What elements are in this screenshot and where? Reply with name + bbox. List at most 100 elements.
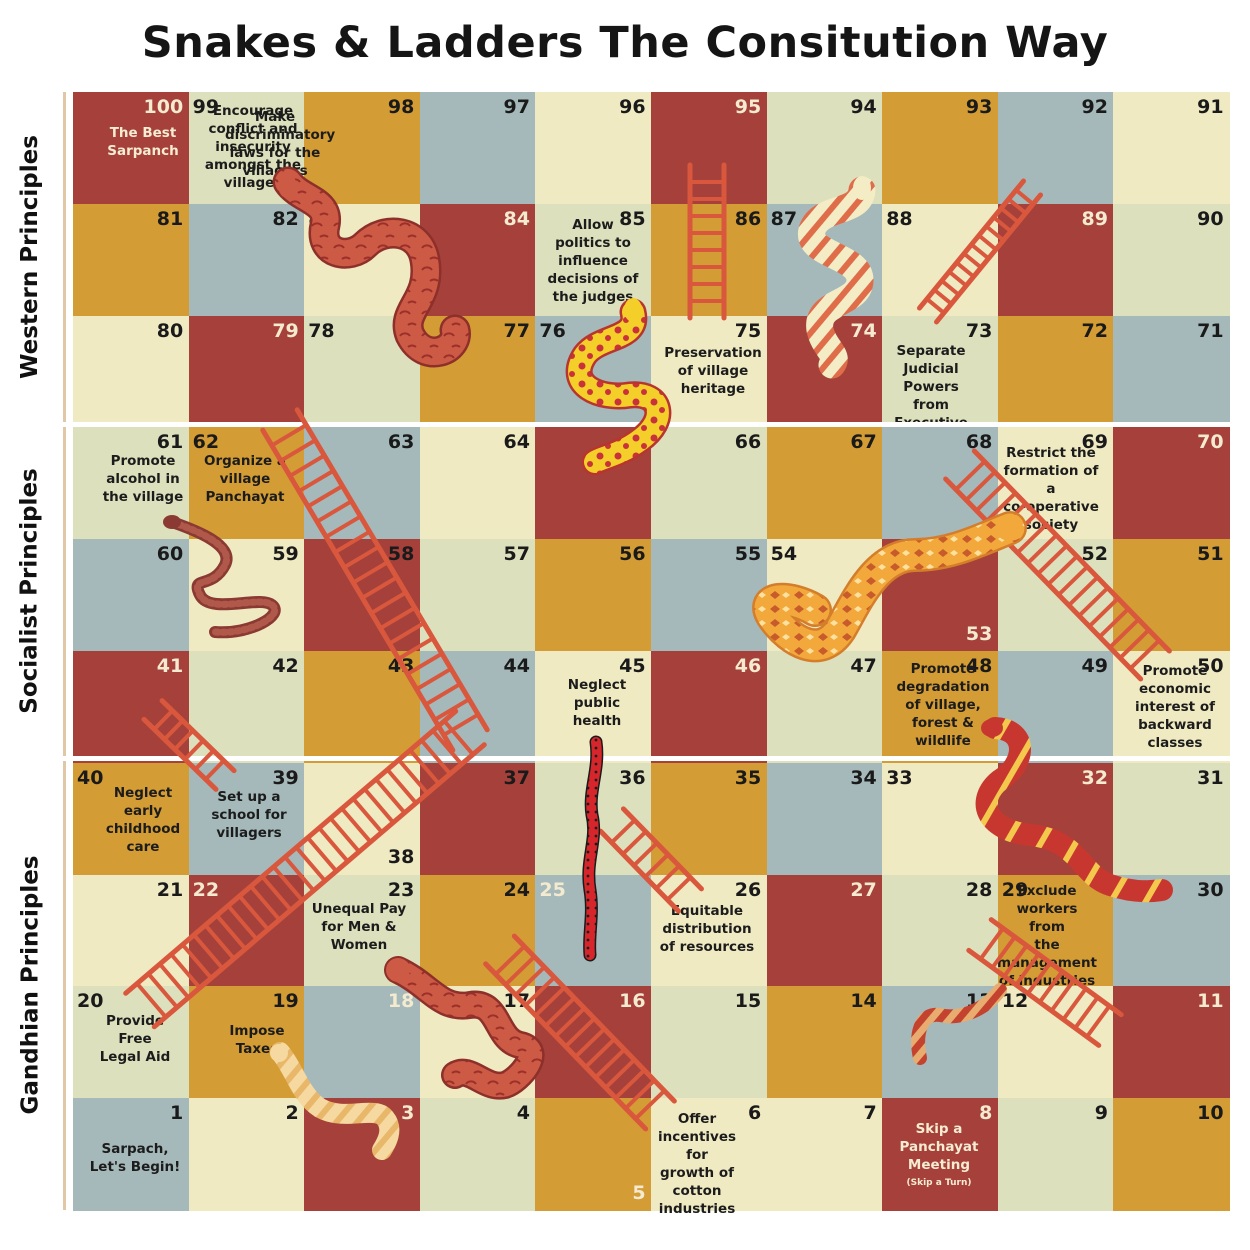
instruction-text: Encourage conflict and insecurity amongs… xyxy=(204,103,302,191)
board-square-47: 47 xyxy=(766,651,883,764)
square-number: 42 xyxy=(272,655,299,677)
board-square-67: 67 xyxy=(766,427,883,540)
square-number: 15 xyxy=(734,990,762,1013)
square-instruction: Promote economic interest of backward cl… xyxy=(1125,662,1225,752)
ladder-rung xyxy=(260,875,293,912)
board-square-56: 56 xyxy=(535,539,652,652)
square-number: 72 xyxy=(1081,319,1108,342)
ladder-38-to-78 xyxy=(260,407,490,753)
ladder-rail xyxy=(260,427,456,753)
square-number: 31 xyxy=(1197,766,1224,789)
ladder-22-to-58 xyxy=(123,708,487,1030)
square-number: 24 xyxy=(503,878,530,901)
instruction-text: Promote degradation of village, forest &… xyxy=(896,661,990,749)
ladder-rung xyxy=(152,709,174,731)
instruction-text: Promote economic interest of backward cl… xyxy=(1134,663,1215,751)
ladder-rung xyxy=(1118,628,1151,660)
ladder-12-to-29 xyxy=(966,917,1124,1048)
board-square-33: 33 xyxy=(882,762,999,876)
board-square-79: 79 xyxy=(188,315,305,428)
board-square-96: 96 xyxy=(535,92,652,205)
snake-85-to-65 xyxy=(565,298,672,476)
square-number: 32 xyxy=(1081,766,1108,789)
ladder-rung xyxy=(173,729,195,751)
instruction-text: Impose Taxes xyxy=(229,1022,285,1057)
square-instruction: Impose Taxes xyxy=(207,1022,307,1058)
square-number: 87 xyxy=(770,207,798,230)
ladder-rung xyxy=(237,894,270,931)
square-number: 59 xyxy=(272,543,299,566)
board-square-37: 37 xyxy=(419,762,536,876)
square-number: 68 xyxy=(965,431,993,454)
ladder-rung xyxy=(1073,996,1100,1030)
ladder-rung xyxy=(415,667,453,691)
board-square-77: 77 xyxy=(419,315,536,428)
snake-99-to-79 xyxy=(272,166,471,368)
ladder-rung xyxy=(933,288,953,306)
square-instruction: Allow politics to influence decisions of… xyxy=(543,216,643,306)
square-instruction: Equitable distribution of resources xyxy=(657,902,757,956)
square-number: 36 xyxy=(619,766,646,789)
ladder-rung xyxy=(351,797,384,834)
ladder-rung xyxy=(985,224,1005,242)
snake-19-to-3 xyxy=(270,1042,400,1160)
square-number: 10 xyxy=(1197,1102,1224,1125)
ladder-rung xyxy=(397,758,429,795)
ladder-rung xyxy=(203,923,236,960)
ladder-rung xyxy=(1036,544,1069,576)
ladder-5-to-17 xyxy=(483,933,677,1132)
ladder-rail xyxy=(123,708,459,996)
board-square-88: 88 xyxy=(882,203,999,317)
ladder-rung xyxy=(442,719,475,756)
square-number: 27 xyxy=(850,878,877,901)
page-title: Snakes & Ladders The Consitution Way xyxy=(141,18,1109,68)
snake-45-to-25 xyxy=(582,735,604,962)
ladder-rung xyxy=(1067,575,1099,607)
ladder-rung xyxy=(1108,618,1140,649)
ladder-rung xyxy=(204,759,226,781)
square-number: 99 xyxy=(192,96,220,118)
square-number: 3 xyxy=(401,1102,415,1125)
ladder-rung xyxy=(317,826,350,863)
ladder-rung xyxy=(397,636,434,661)
board-square-28: 28 xyxy=(882,874,999,987)
instruction-text: Offer incentives for growth of cotton in… xyxy=(657,1110,737,1217)
ladder-rung xyxy=(1061,987,1088,1021)
square-instruction: Neglect early childhood care xyxy=(93,784,193,856)
square-number: 37 xyxy=(503,766,530,789)
board-square-82: 82 xyxy=(188,203,305,317)
ladder-rung xyxy=(494,944,526,976)
ladder-rung xyxy=(1077,586,1110,618)
square-number: 50 xyxy=(1197,655,1224,677)
ladder-51-to-69 xyxy=(943,448,1172,682)
square-number: 26 xyxy=(734,878,762,901)
square-number: 5 xyxy=(632,1181,646,1204)
snake-69-to-54 xyxy=(752,511,1027,663)
ladder-rail xyxy=(151,742,487,1030)
square-number: 56 xyxy=(619,543,646,566)
ladder-rung xyxy=(624,1079,656,1110)
ladder-rung xyxy=(183,739,205,761)
instruction-text: Preservation of village heritage xyxy=(664,344,762,397)
ladder-rung xyxy=(534,986,566,1017)
ladder-rung xyxy=(272,865,304,902)
square-number: 73 xyxy=(965,319,993,342)
square-number: 1 xyxy=(169,1102,184,1125)
square-number: 95 xyxy=(734,96,762,118)
board-square-1: 1 Sarpach, Let's Begin! xyxy=(73,1098,190,1211)
board-square-20: 20 Provide Free Legal Aid xyxy=(73,986,190,1099)
instruction-subtext: (Skip a Turn) xyxy=(906,1177,972,1188)
section-line xyxy=(63,426,66,756)
ladder-rung xyxy=(283,855,316,892)
board-square-51: 51 xyxy=(1113,539,1230,652)
ladder-rung xyxy=(420,739,452,776)
board-square-6: 6 Offer incentives for growth of cotton i… xyxy=(651,1098,768,1217)
square-number: 39 xyxy=(272,766,299,789)
ladder-rail xyxy=(988,917,1124,1018)
square-number: 86 xyxy=(734,207,762,230)
square-number: 51 xyxy=(1197,543,1224,566)
square-number: 8 xyxy=(979,1102,993,1125)
board-square-50: 50 Promote economic interest of backward … xyxy=(1113,651,1230,764)
ladder-rung xyxy=(329,816,361,853)
ladder-73-to-93 xyxy=(916,178,1044,325)
